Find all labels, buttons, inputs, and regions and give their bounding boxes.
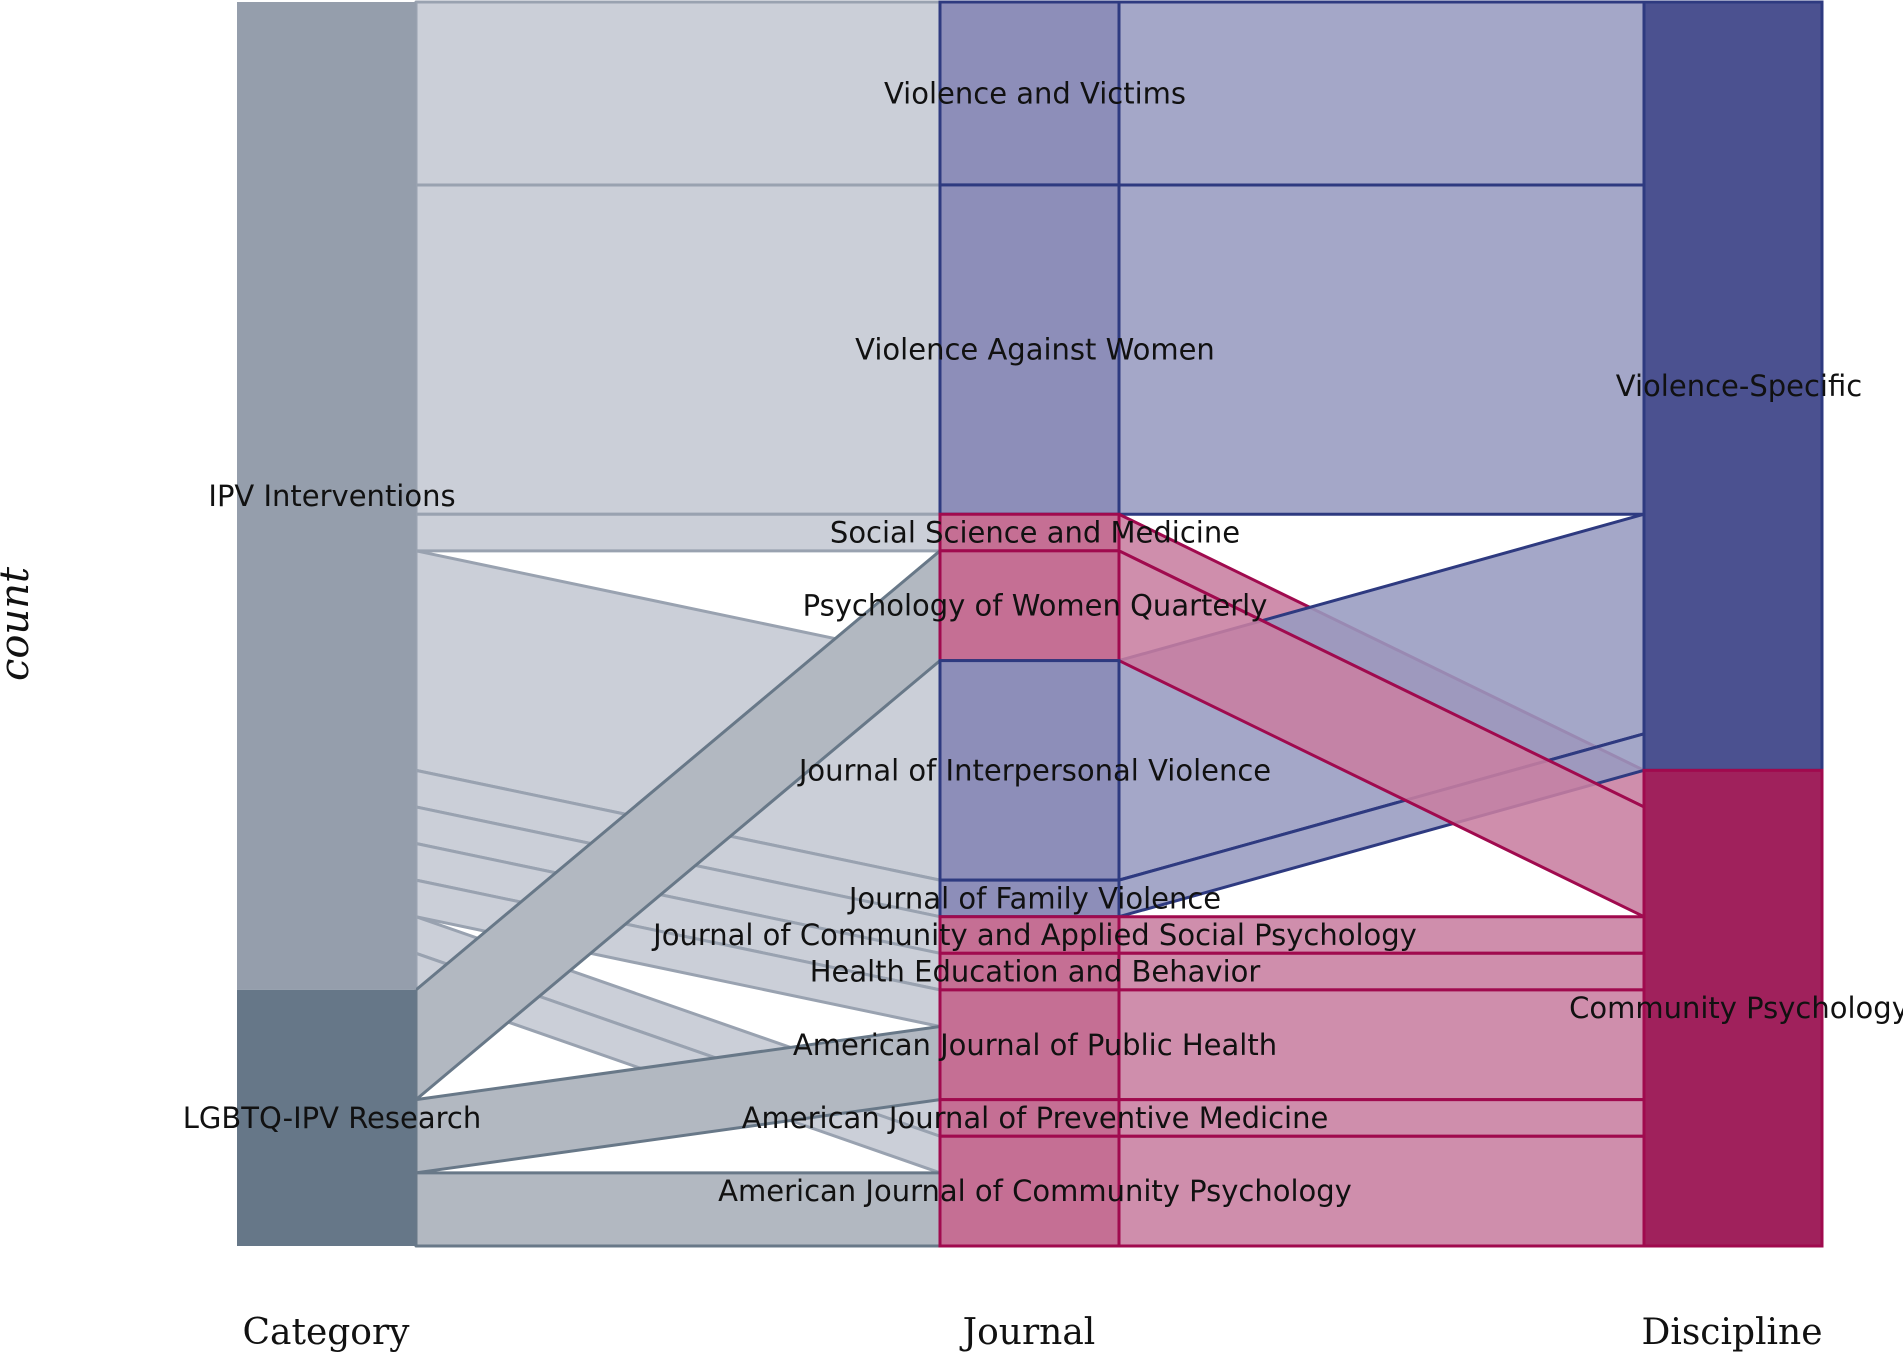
- stratum-nodes: [237, 0, 1824, 1248]
- discipline-node-violence-specific: [1642, 0, 1824, 772]
- journal-label-american-journal-of-public-health: American Journal of Public Health: [793, 1028, 1277, 1062]
- axis-label-discipline: Discipline: [1641, 1312, 1822, 1353]
- journal-label-psychology-of-women-quarterly: Psychology of Women Quarterly: [803, 589, 1268, 623]
- category-label-lgbtq-ipv-research: LGBTQ-IPV Research: [183, 1101, 481, 1135]
- journal-node-violence-and-victims: [938, 0, 1121, 187]
- journal-label-health-education-and-behavior: Health Education and Behavior: [810, 955, 1261, 989]
- journal-label-violence-and-victims: Violence and Victims: [884, 76, 1186, 110]
- category-journal-flows: [414, 0, 942, 1248]
- journal-label-american-journal-of-community-psychology: American Journal of Community Psychology: [718, 1174, 1352, 1208]
- category-label-ipv-interventions: IPV Interventions: [208, 479, 455, 513]
- journal-label-journal-of-community-and-applied-social-psychology: Journal of Community and Applied Social …: [651, 918, 1417, 952]
- stratum-labels: IPV Interventions LGBTQ-IPV Research Viole…: [183, 76, 1903, 1208]
- discipline-label-community-psychology: Community Psychology: [1569, 991, 1903, 1025]
- journal-label-journal-of-family-violence: Journal of Family Violence: [847, 881, 1221, 915]
- journal-label-violence-against-women: Violence Against Women: [855, 333, 1215, 367]
- journal-node-american-journal-of-preventive-medicine: [938, 1098, 1121, 1138]
- axis-label-journal: Journal: [959, 1312, 1096, 1353]
- flow-violence-and-victims-violence-specific: [1117, 0, 1646, 187]
- journal-node-psychology-of-women-quarterly: [938, 549, 1121, 663]
- journal-label-american-journal-of-preventive-medicine: American Journal of Preventive Medicine: [742, 1101, 1329, 1135]
- y-axis-label: count: [0, 566, 38, 681]
- axis-label-category: Category: [242, 1312, 410, 1353]
- journal-node-american-journal-of-community-psychology: [938, 1134, 1121, 1248]
- journal-label-social-science-and-medicine: Social Science and Medicine: [830, 516, 1240, 550]
- discipline-label-violence-specific: Violence-Specific: [1616, 369, 1862, 403]
- journal-discipline-flows: [1117, 0, 1646, 1248]
- journal-node-journal-of-interpersonal-violence: [938, 659, 1121, 882]
- journal-label-journal-of-interpersonal-violence: Journal of Interpersonal Violence: [797, 753, 1271, 787]
- category-node-lgbtq-ipv-research: [237, 989, 416, 1246]
- category-node-ipv-interventions: [237, 2, 416, 990]
- discipline-node-community-psychology: [1642, 768, 1824, 1248]
- flow-ipv-interventions-violence-and-victims: [414, 0, 942, 187]
